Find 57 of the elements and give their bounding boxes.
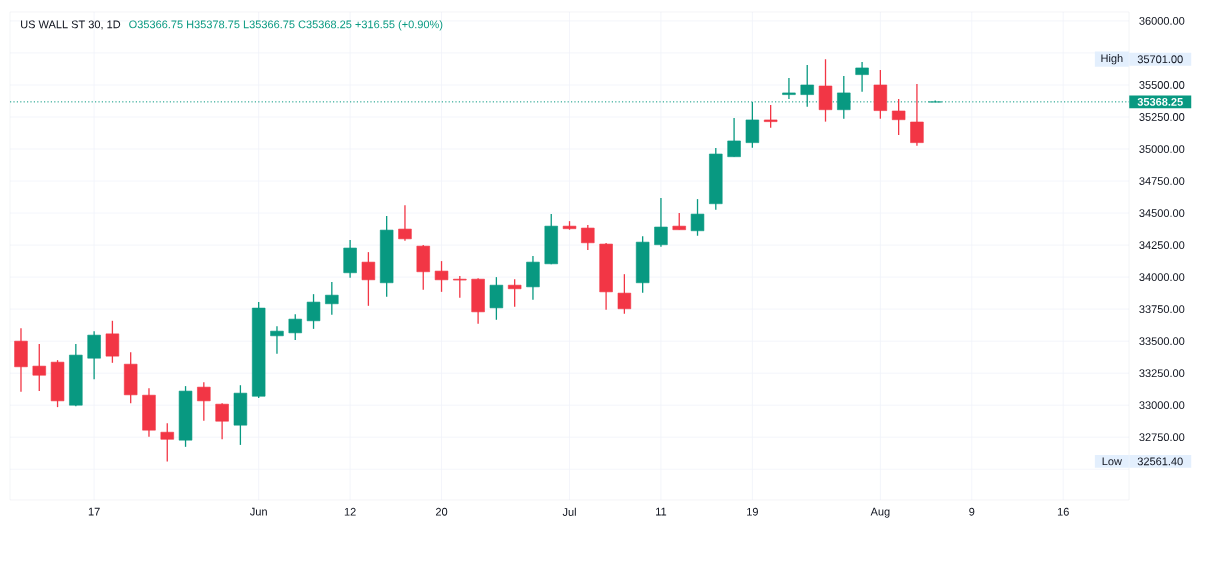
candlestick: [32, 343, 46, 392]
candlestick: [910, 83, 924, 147]
y-tick-label: 34000.00: [1139, 273, 1185, 282]
x-tick-label: Jun: [249, 507, 267, 516]
candlestick: [105, 320, 120, 364]
x-tick-label: 11: [656, 507, 667, 516]
x-tick-label: 20: [435, 507, 448, 516]
candlestick: [855, 61, 869, 93]
text: O35366.75 H35378.75 L35366.75 C35368.25 +316.55 (+0.90%): [129, 20, 443, 31]
y-tick-label: 35000.00: [1139, 145, 1185, 153]
candlestick: [581, 224, 595, 251]
ref-line-label: 35368.25: [1137, 97, 1183, 106]
y-tick-label: 33000.00: [1139, 401, 1185, 410]
text: 32561.40: [1137, 457, 1183, 466]
candlestick: [453, 275, 467, 299]
candlestick: [763, 104, 778, 129]
candlestick: [818, 58, 833, 123]
y-tick-label: 33750.00: [1139, 305, 1185, 314]
candlestick: [434, 260, 449, 293]
x-tick-label: Aug: [870, 507, 890, 518]
y-tick-label: 33500.00: [1139, 337, 1185, 346]
candlestick: [87, 330, 101, 380]
y-tick-label: 35500.00: [1139, 81, 1185, 89]
candlestick: [690, 198, 705, 237]
text: US WALL ST 30, 1D: [21, 20, 121, 30]
annotation: High: [1101, 54, 1123, 65]
y-tick-label: 35250.00: [1139, 113, 1185, 121]
y-tick-label: 36000.00: [1139, 17, 1185, 25]
candlestick: [398, 204, 412, 242]
candlestick: [270, 325, 284, 355]
x-tick-label: 19: [747, 507, 758, 516]
candlestick: [617, 273, 632, 315]
candlestick: [160, 422, 174, 463]
y-tick-label: 33250.00: [1139, 369, 1185, 378]
y-tick-label: 32750.00: [1139, 433, 1185, 442]
candlestick: [782, 77, 796, 100]
candlestick: [891, 98, 906, 136]
text: 35701.00: [1137, 55, 1183, 64]
y-tick-label: 34500.00: [1139, 209, 1185, 217]
candlestick: [288, 313, 302, 341]
x-tick-label: Jul: [562, 507, 576, 516]
x-tick-label: 9: [969, 507, 975, 516]
candlestick: [489, 276, 504, 321]
x-tick-label: 12: [344, 507, 356, 516]
annotation: Low: [1102, 457, 1122, 466]
x-tick-label: 17: [88, 507, 100, 516]
y-tick-label: 34250.00: [1139, 241, 1185, 249]
candlestick: [361, 251, 376, 307]
y-tick-label: 34750.00: [1139, 177, 1185, 185]
candlestick: [325, 281, 339, 316]
candlestick: [306, 293, 321, 330]
candlestick: [727, 117, 741, 158]
x-tick-label: 16: [1057, 507, 1069, 516]
candlestick: [507, 278, 522, 308]
candlestick: [197, 381, 211, 422]
candlestick: [215, 402, 229, 440]
candlestick: [654, 197, 668, 248]
